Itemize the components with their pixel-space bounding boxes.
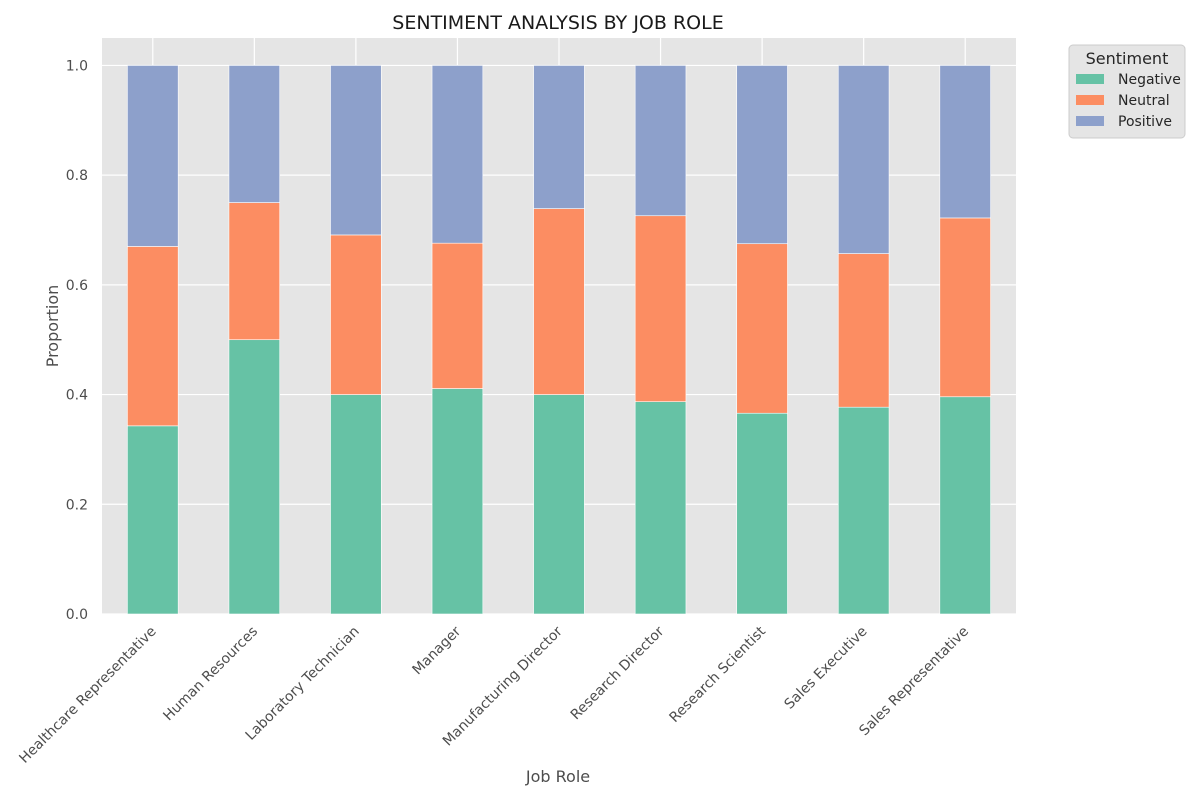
legend-label-negative: Negative: [1118, 72, 1181, 88]
bar-segment-positive: [431, 65, 484, 244]
legend-swatch-negative: [1076, 74, 1104, 84]
x-tick-label: Research Director: [568, 623, 668, 723]
bar-segment-positive: [533, 65, 585, 209]
bar-segment-negative: [431, 388, 484, 615]
bar-segment-negative: [127, 425, 179, 615]
bar-segment-neutral: [736, 243, 788, 414]
x-tick-label: Manager: [410, 623, 465, 678]
legend: Sentiment Negative Neutral Positive: [1068, 44, 1186, 139]
bar-segment-neutral: [228, 202, 281, 341]
bar-segment-positive: [736, 65, 788, 245]
y-tick-label: 1.0: [66, 58, 88, 74]
bar-segment-positive: [127, 65, 179, 247]
legend-swatch-positive: [1076, 116, 1104, 126]
bar-segment-neutral: [127, 246, 179, 427]
bar-segment-positive: [228, 65, 281, 203]
bar-segment-neutral: [837, 253, 890, 408]
legend-swatch-neutral: [1076, 95, 1104, 105]
bar-segment-positive: [330, 65, 382, 236]
y-tick-label: 0.2: [66, 497, 88, 513]
chart-title: SENTIMENT ANALYSIS BY JOB ROLE: [392, 12, 723, 34]
bar-segment-negative: [533, 394, 585, 615]
bar-segment-neutral: [431, 242, 484, 389]
legend-items: Negative Neutral Positive: [1076, 72, 1181, 130]
y-tick-label: 0.6: [66, 278, 88, 294]
bar-segment-positive: [837, 65, 890, 254]
y-tick-label: 0.4: [66, 388, 88, 404]
y-tick-label: 0.8: [66, 168, 88, 184]
bar-segment-negative: [837, 406, 890, 615]
x-axis: Healthcare Representative Human Resources…: [16, 623, 972, 767]
bar-segment-positive: [939, 65, 991, 219]
bar-segment-neutral: [939, 217, 991, 398]
bar-segment-negative: [939, 396, 991, 615]
x-axis-label: Job Role: [525, 767, 590, 786]
bars-layer: [127, 65, 991, 615]
bar-segment-negative: [736, 412, 788, 615]
y-axis-label: Proportion: [43, 285, 62, 368]
x-tick-label: Sales Executive: [781, 624, 870, 713]
x-tick-label: Research Scientist: [667, 623, 770, 726]
legend-label-neutral: Neutral: [1118, 93, 1170, 109]
bar-segment-negative: [634, 401, 687, 615]
x-tick-label: Sales Representative: [856, 624, 972, 740]
x-tick-label: Healthcare Representative: [16, 624, 159, 767]
bar-segment-neutral: [330, 234, 382, 395]
y-tick-label: 0.0: [66, 607, 88, 623]
x-tick-label: Manufacturing Director: [440, 623, 566, 749]
legend-frame: [1068, 44, 1186, 139]
x-tick-label: Laboratory Technician: [243, 624, 363, 744]
bar-segment-neutral: [634, 215, 687, 403]
bar-segment-positive: [634, 65, 687, 217]
bar-segment-negative: [228, 339, 281, 615]
bar-segment-negative: [330, 394, 382, 615]
y-axis: 0.0 0.2 0.4 0.6 0.8 1.0: [66, 58, 88, 623]
legend-title: Sentiment: [1086, 49, 1169, 68]
legend-label-positive: Positive: [1118, 114, 1172, 130]
bar-segment-neutral: [533, 208, 585, 395]
x-tick-label: Human Resources: [160, 624, 261, 725]
